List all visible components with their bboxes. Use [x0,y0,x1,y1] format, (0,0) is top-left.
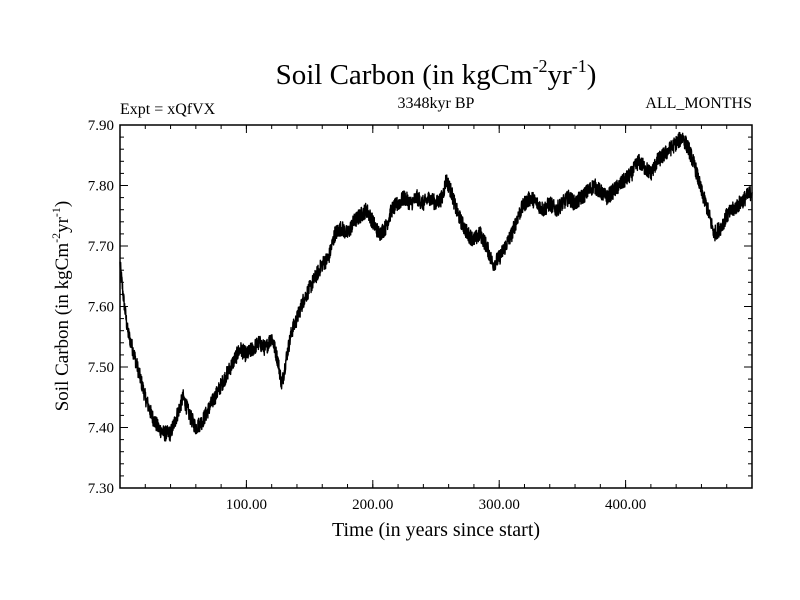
months-label: ALL_MONTHS [645,95,752,112]
x-axis: 100.00 200.00 300.00 400.00 [119,125,753,513]
y-tick-label: 7.70 [88,239,114,255]
plot-frame [119,124,753,489]
period-label: 3348kyr BP [398,95,475,112]
x-axis-label: Time (in years since start) [332,519,540,541]
experiment-label: Expt = xQfVX [120,101,216,118]
y-tick-label: 7.30 [88,481,114,497]
y-tick-label: 7.50 [88,360,114,376]
chart-title: Soil Carbon (in kgCm-2yr-1) [276,56,597,91]
y-tick-label: 7.40 [88,421,114,437]
y-tick-label: 7.80 [88,179,114,195]
x-tick-label: 100.00 [226,497,267,513]
x-tick-label: 400.00 [605,497,646,513]
y-tick-label: 7.60 [88,300,114,316]
series-line-soil-carbon [119,131,753,442]
y-axis-label: Soil Carbon (in kgCm-2yr-1) [49,201,73,412]
y-axis: 7.30 7.40 7.50 7.60 7.70 7.80 7.90 [88,118,752,497]
x-tick-label: 200.00 [352,497,393,513]
x-tick-label: 300.00 [479,497,520,513]
series-layer [119,131,753,442]
y-tick-label: 7.90 [88,118,114,134]
